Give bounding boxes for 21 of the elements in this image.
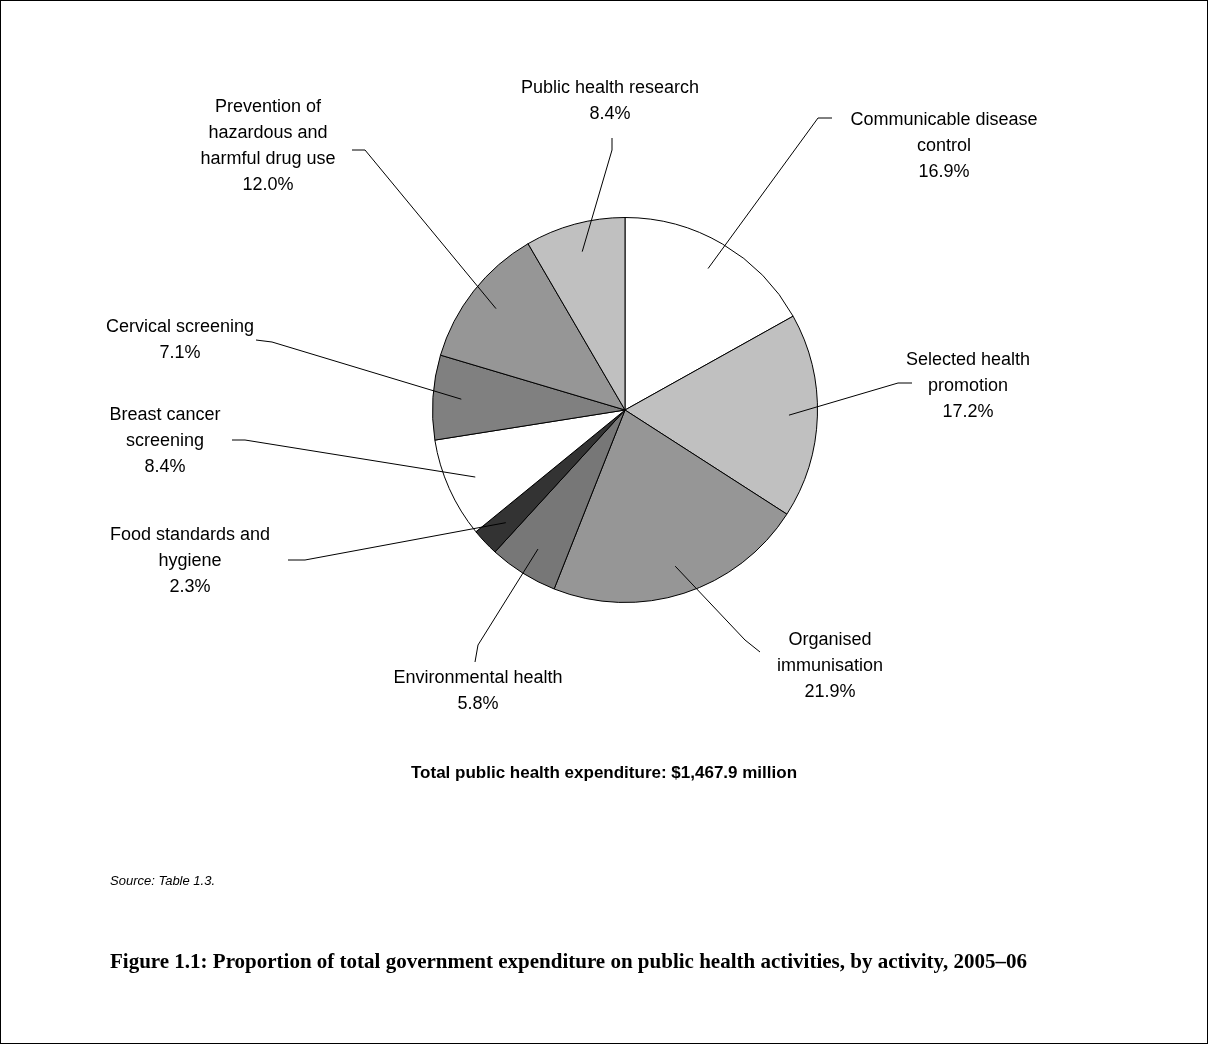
slice-label: Communicable disease control	[849, 108, 1039, 157]
source-note: Source: Table 1.3.	[110, 873, 216, 888]
data-label: 21.9%	[803, 680, 857, 703]
data-label: 8.4%	[588, 102, 632, 125]
text: Figure 1.1: Proportion of total government expenditure on public health activities, by activity, 2005–06	[110, 948, 1028, 975]
data-label: 7.1%	[158, 341, 202, 364]
data-label: 17.2%	[941, 400, 995, 423]
slice-label: Breast cancer screening	[108, 403, 222, 452]
slice-label: Food standards and hygiene	[108, 523, 272, 572]
slice-label: Organised immunisation	[775, 628, 884, 677]
data-label: 12.0%	[241, 173, 295, 196]
data-label: 16.9%	[917, 160, 971, 183]
slice-label: Environmental health	[392, 666, 564, 689]
slice-label: Public health research	[519, 76, 701, 99]
slice-label: Selected health promotion	[904, 348, 1032, 397]
text: Total public health expenditure: $1,467.9 million	[409, 763, 798, 783]
data-label: 2.3%	[168, 575, 212, 598]
data-label: 5.8%	[456, 692, 500, 715]
slice-label: Prevention of hazardous and harmful drug use	[199, 95, 337, 170]
data-label: 8.4%	[143, 455, 187, 478]
slice-label: Cervical screening	[104, 315, 256, 338]
